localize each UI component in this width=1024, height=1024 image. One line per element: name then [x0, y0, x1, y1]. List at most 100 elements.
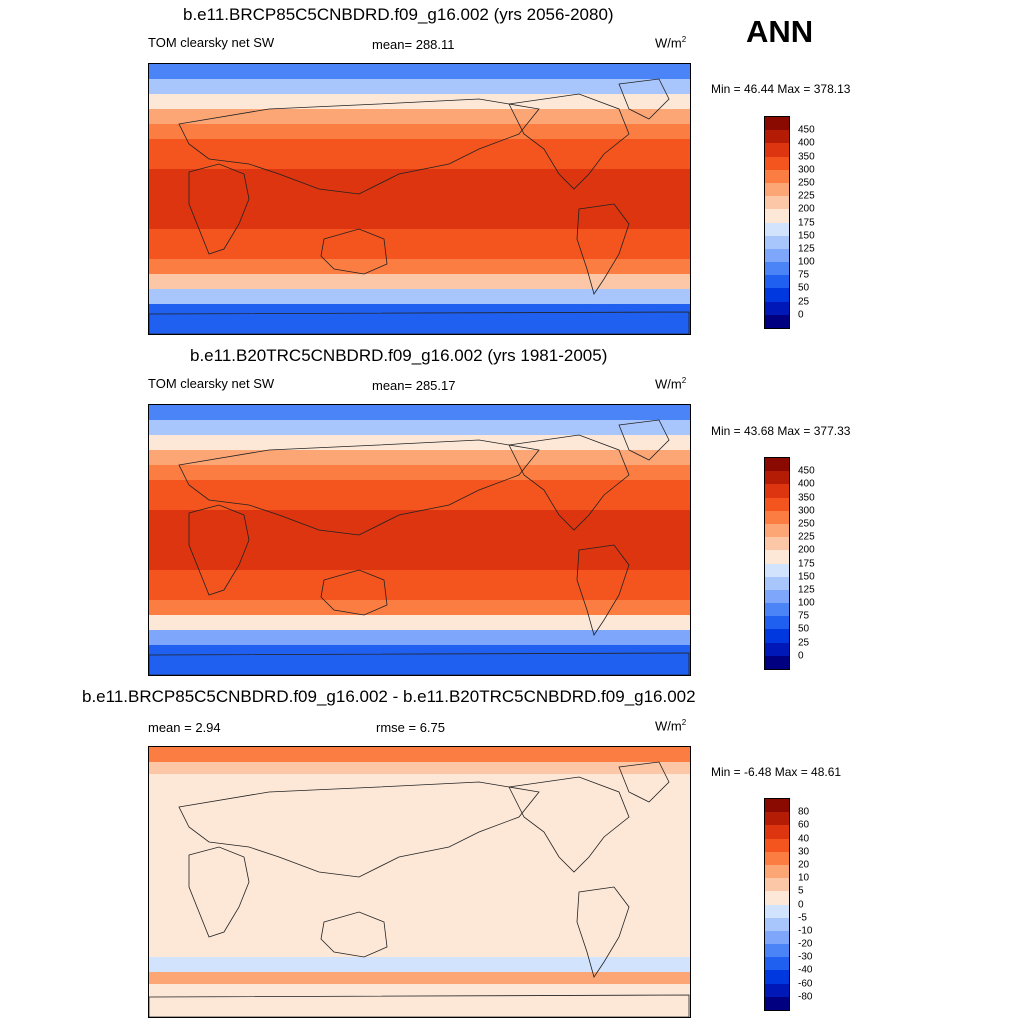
panel2-colorbar-box-2: [765, 484, 789, 498]
panel3-rmse: rmse = 6.75: [376, 720, 446, 735]
panel1-lat-band-8: [149, 229, 690, 245]
panel3-map: [148, 746, 691, 1018]
panel2-colorbar-box-11: [765, 603, 789, 617]
panel2-colorbar-tick-label: 50: [798, 623, 810, 635]
panel3-colorbar-box-15: [765, 996, 789, 1010]
panel3-lat-band-3: [149, 957, 690, 973]
panel1-lat-band-7: [149, 169, 690, 230]
panel2-lat-band-12: [149, 630, 690, 646]
panel1-colorbar-tick-label: 50: [798, 282, 810, 294]
panel2-colorbar-box-6: [765, 537, 789, 551]
panel2-variable: TOM clearsky net SW: [148, 376, 275, 391]
panel1-colorbar-tick-label: 125: [798, 243, 815, 255]
season-label: ANN: [746, 14, 814, 49]
panel2-lat-band-8: [149, 570, 690, 586]
panel2-coastline-5: [618, 419, 670, 461]
panel1-colorbar-tick-label: 175: [798, 217, 815, 228]
panel3-colorbar-tick-label: 60: [798, 819, 810, 831]
panel1-lat-band-13: [149, 304, 690, 334]
panel1-units-base: W/m: [655, 35, 682, 51]
panel3-coastline-0: [188, 846, 250, 938]
panel3-lat-band-2: [149, 774, 690, 958]
panel3-colorbar-box-5: [765, 864, 789, 879]
panel3-colorbar: [764, 798, 790, 1011]
panel1-colorbar-box-8: [765, 222, 789, 236]
panel1-colorbar-tick-label: 200: [798, 203, 815, 215]
panel2-lat-band-6: [149, 495, 690, 511]
panel1-colorbar-tick-label: 75: [798, 269, 810, 281]
panel1-colorbar-box-13: [765, 288, 789, 302]
panel3-colorbar-box-12: [765, 957, 789, 971]
panel2-map-svg: [149, 405, 690, 675]
panel1-colorbar-box-14: [765, 301, 789, 315]
panel3-colorbar-tick-label: -40: [798, 964, 813, 976]
panel3-colorbar-tick-label: 80: [798, 806, 810, 818]
panel1-colorbar-box-9: [765, 235, 789, 249]
panel3-colorbar-box-6: [765, 878, 789, 892]
panel3-colorbar-tick-label: 20: [798, 859, 810, 871]
panel2-colorbar-tick-label: 350: [798, 492, 815, 504]
panel3-lat-band-1: [149, 762, 690, 775]
panel2-colorbar-tick-label: 100: [798, 597, 815, 609]
panel3-colorbar-tick-label: 10: [798, 872, 810, 884]
panel3-colorbar-tick-label: -60: [798, 978, 813, 990]
panel3-coastline-4: [576, 886, 630, 978]
panel2-mean: mean= 285.17: [372, 378, 456, 393]
panel1-lat-band-3: [149, 109, 690, 125]
panel2-coastline-6: [149, 652, 690, 675]
panel3-colorbar-tick-label: -5: [798, 912, 807, 924]
panel1-lat-band-0: [149, 64, 690, 80]
panel3-map-svg: [149, 747, 690, 1017]
panel2-colorbar-box-12: [765, 616, 789, 630]
panel2-colorbar-tick-label: 200: [798, 544, 815, 556]
panel3-colorbar-box-14: [765, 983, 789, 997]
panel2-map: [148, 404, 691, 676]
panel1-lat-band-1: [149, 79, 690, 95]
panel3-coastline-2: [320, 911, 388, 958]
panel2-lat-band-1: [149, 420, 690, 436]
panel2-colorbar-tick-label: 450: [798, 465, 815, 477]
panel1-coastline-3: [508, 93, 630, 190]
panel3-colorbar-tick-label: -80: [798, 991, 813, 1003]
panel1-variable: TOM clearsky net SW: [148, 35, 275, 50]
panel1-colorbar-tick-label: 350: [798, 151, 815, 163]
panel2-minmax: Min = 43.68 Max = 377.33: [711, 424, 851, 438]
panel3-colorbar-tick-label: -10: [798, 925, 813, 937]
panel3-lat-band-0: [149, 747, 690, 763]
panel3-colorbar-box-11: [765, 944, 789, 958]
panel3-colorbar-box-4: [765, 851, 789, 865]
panel1-mean: mean= 288.11: [372, 37, 455, 52]
panel2-colorbar-box-0: [765, 458, 789, 472]
panel2-coastline-2: [320, 569, 388, 616]
panel2-colorbar-box-14: [765, 642, 789, 656]
panel2-colorbar-tick-label: 225: [798, 531, 815, 543]
panel3-colorbar-box-7: [765, 891, 789, 905]
panel2-lat-band-10: [149, 600, 690, 616]
panel3-units-base: W/m: [655, 718, 682, 734]
panel1-colorbar-tick-label: 100: [798, 256, 815, 268]
panel3-mean: mean = 2.94: [148, 720, 221, 735]
panel2-colorbar-box-8: [765, 563, 789, 577]
panel2-coastline-3: [508, 434, 630, 531]
panel1-colorbar-tick-label: 450: [798, 124, 815, 136]
panel3-units-exp: 2: [681, 718, 687, 727]
panel1-colorbar-box-7: [765, 209, 789, 223]
panel3-coastline-3: [508, 776, 630, 873]
panel2-colorbar-box-4: [765, 510, 789, 524]
panel1-colorbar-box-6: [765, 196, 789, 210]
panel1-colorbar-box-3: [765, 156, 789, 170]
panel2-lat-band-3: [149, 450, 690, 466]
panel2-units: W/m2: [655, 376, 686, 391]
panel2-colorbar-tick-label: 0: [798, 650, 804, 662]
panel2-lat-band-5: [149, 480, 690, 496]
panel1-lat-band-9: [149, 244, 690, 260]
panel2-units-exp: 2: [681, 376, 687, 385]
panel1-coastline-4: [576, 203, 630, 295]
panel1-colorbar-box-2: [765, 143, 789, 157]
panel3-colorbar-tick-label: 30: [798, 846, 810, 858]
panel2-colorbar-box-10: [765, 589, 789, 604]
panel2-coastline-1: [178, 439, 540, 536]
panel3-coastline-5: [618, 761, 670, 803]
panel1-lat-band-10: [149, 259, 690, 275]
panel2-lat-band-9: [149, 585, 690, 601]
